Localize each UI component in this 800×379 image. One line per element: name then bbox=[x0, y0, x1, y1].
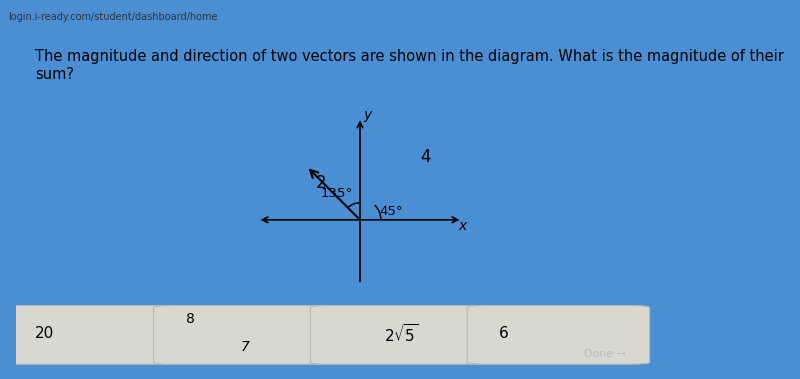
Text: 45°: 45° bbox=[380, 205, 403, 218]
FancyBboxPatch shape bbox=[467, 305, 650, 364]
Text: login.i-ready.com/student/dashboard/home: login.i-ready.com/student/dashboard/home bbox=[8, 12, 218, 22]
Text: 20: 20 bbox=[35, 326, 54, 341]
Text: 7: 7 bbox=[240, 340, 250, 354]
Text: Done →: Done → bbox=[584, 349, 626, 359]
Text: 8: 8 bbox=[186, 312, 194, 326]
FancyBboxPatch shape bbox=[154, 305, 336, 364]
Text: x: x bbox=[458, 219, 466, 233]
Text: 135°: 135° bbox=[320, 187, 352, 200]
Text: y: y bbox=[364, 108, 372, 122]
Text: 6: 6 bbox=[499, 326, 509, 341]
FancyBboxPatch shape bbox=[310, 305, 493, 364]
FancyBboxPatch shape bbox=[3, 305, 186, 364]
Text: $2\sqrt{5}$: $2\sqrt{5}$ bbox=[384, 323, 419, 345]
Text: 4: 4 bbox=[421, 148, 431, 166]
Text: 2: 2 bbox=[316, 174, 326, 193]
Text: The magnitude and direction of two vectors are shown in the diagram. What is the: The magnitude and direction of two vecto… bbox=[35, 49, 784, 82]
